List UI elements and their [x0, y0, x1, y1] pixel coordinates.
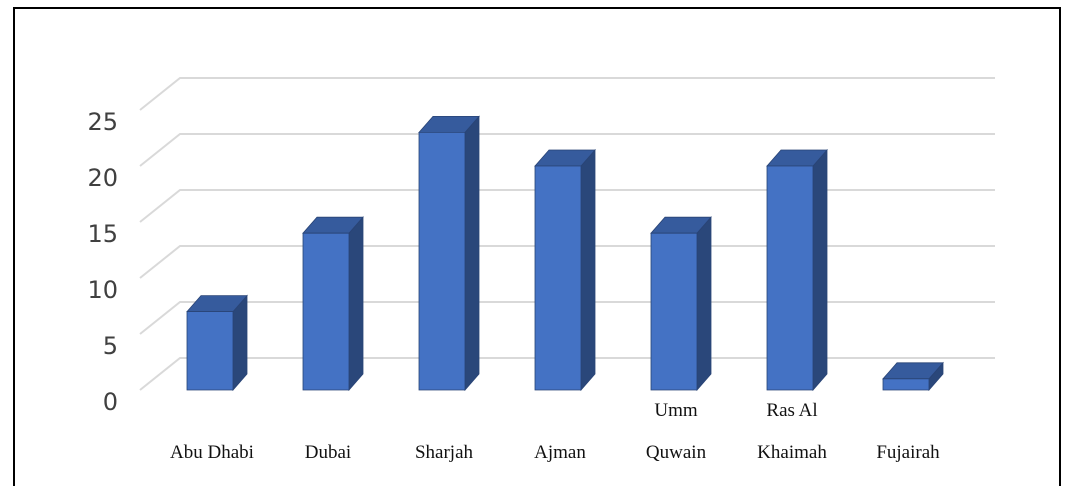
grid-line: [139, 133, 995, 167]
x-tick-label: Umm Quwain: [645, 400, 707, 463]
grid-line: [139, 357, 995, 391]
grid-line: [139, 77, 995, 111]
grid-line: [139, 245, 995, 279]
bar: [418, 115, 480, 392]
bar-side: [812, 148, 828, 392]
bar-front: [418, 131, 466, 391]
y-tick-label: 25: [87, 108, 118, 136]
y-tick-label: 5: [103, 332, 118, 360]
bar-side: [696, 216, 712, 392]
bar-front: [534, 165, 582, 391]
bar-front: [186, 311, 234, 391]
bar-front: [302, 232, 350, 391]
grid-line: [139, 301, 995, 335]
bar-front: [650, 232, 698, 391]
bar-side: [348, 216, 364, 392]
bar: [302, 216, 364, 392]
bar-side: [464, 115, 480, 392]
y-tick-label: 15: [87, 220, 118, 248]
bar: [186, 294, 248, 392]
bar-front: [882, 378, 930, 391]
bar: [534, 148, 596, 392]
x-tick-label: Abu Dhabi: [170, 442, 254, 463]
x-tick-label: Fujairah: [876, 442, 940, 463]
y-tick-label: 20: [87, 164, 118, 192]
x-tick-label: Sharjah: [414, 442, 474, 463]
frame: [13, 7, 1061, 486]
bar-front: [766, 165, 814, 391]
bar: [650, 216, 712, 392]
grid-line: [139, 189, 995, 223]
x-tick-label: Dubai: [304, 442, 352, 463]
y-tick-label: 0: [103, 388, 118, 416]
bar: [766, 148, 828, 392]
bar-side: [580, 148, 596, 392]
x-tick-label: Ajman: [534, 442, 586, 463]
bar: [882, 361, 944, 392]
y-tick-label: 10: [87, 276, 118, 304]
x-tick-label: Ras Al Khaimah: [757, 400, 827, 463]
